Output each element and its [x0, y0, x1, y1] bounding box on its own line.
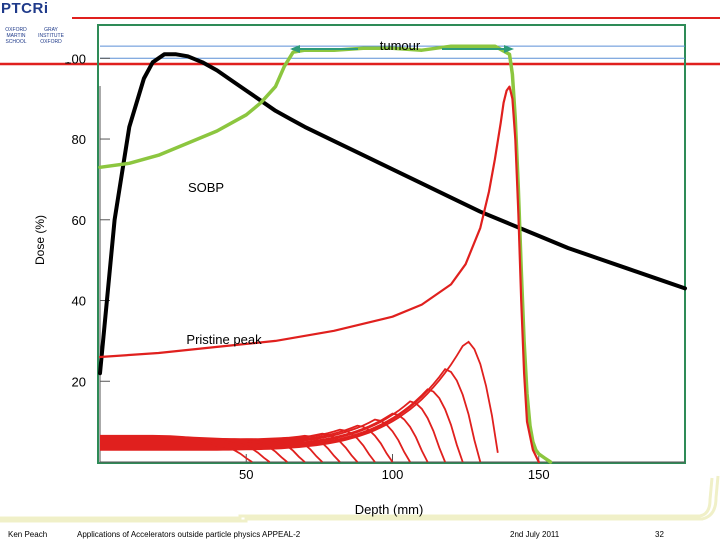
bragg-curve-small: [100, 428, 376, 463]
sobp-label: SOBP: [188, 180, 224, 195]
slide-chrome: [0, 17, 720, 523]
bragg-curve-small: [100, 418, 411, 463]
photon-curve: [98, 52, 687, 376]
logo-sub-line: OXFORD: [5, 27, 27, 33]
chart-curves: [98, 44, 687, 464]
logo-sub-line: MARTIN: [6, 33, 26, 39]
x-axis-label: Depth (mm): [355, 502, 424, 517]
sobp-curve: [98, 44, 553, 464]
bragg-curve-small: [100, 340, 499, 453]
logo-wordmark: PTCRi: [1, 0, 49, 17]
x-tick-label: 100: [382, 467, 404, 482]
gray-institute-logo: GRAY INSTITUTE OXFORD: [36, 27, 66, 45]
logo-sub-line: OXFORD: [40, 39, 62, 45]
logo-sub-line: INSTITUTE: [38, 33, 64, 39]
tumour-arrowhead-right: [504, 45, 514, 53]
footer-author: Ken Peach: [8, 530, 48, 539]
bragg-curve-small: [100, 400, 446, 463]
chart-frame: [97, 24, 686, 464]
tumour-arrowhead-left: [290, 45, 300, 53]
footer-title: Applications of Accelerators outside par…: [77, 530, 301, 539]
logo-sub-line: SCHOOL: [5, 39, 27, 45]
y-tick-label: 80: [72, 132, 86, 147]
y-axis-label: Dose (%): [33, 215, 47, 265]
bragg-curve-small: [100, 434, 253, 463]
chart-labels: tumour SOBP Pristine peak Depth (mm) Dos…: [33, 38, 514, 517]
footer-date: 2nd July 2011: [510, 530, 560, 539]
tumour-label: tumour: [380, 38, 421, 53]
footer-page-number: 32: [655, 530, 664, 539]
y-tick-label: 40: [72, 294, 86, 309]
x-tick-label: 150: [528, 467, 550, 482]
oxford-martin-school-logo: OXFORD MARTIN SCHOOL: [2, 27, 30, 45]
y-tick-label: 20: [72, 374, 86, 389]
x-tick-label: 50: [239, 467, 253, 482]
ptcri-logo: PTCRi OXFORD MARTIN SCHOOL GRAY INSTITUT…: [0, 0, 72, 62]
y-tick-label: 60: [72, 213, 86, 228]
footer-swoosh: [0, 475, 720, 523]
pristine-peak-label: Pristine peak: [186, 332, 262, 347]
logo-sub-line: GRAY: [44, 27, 58, 33]
bragg-curve-small: [100, 388, 464, 463]
pristine-curve: [98, 85, 540, 464]
